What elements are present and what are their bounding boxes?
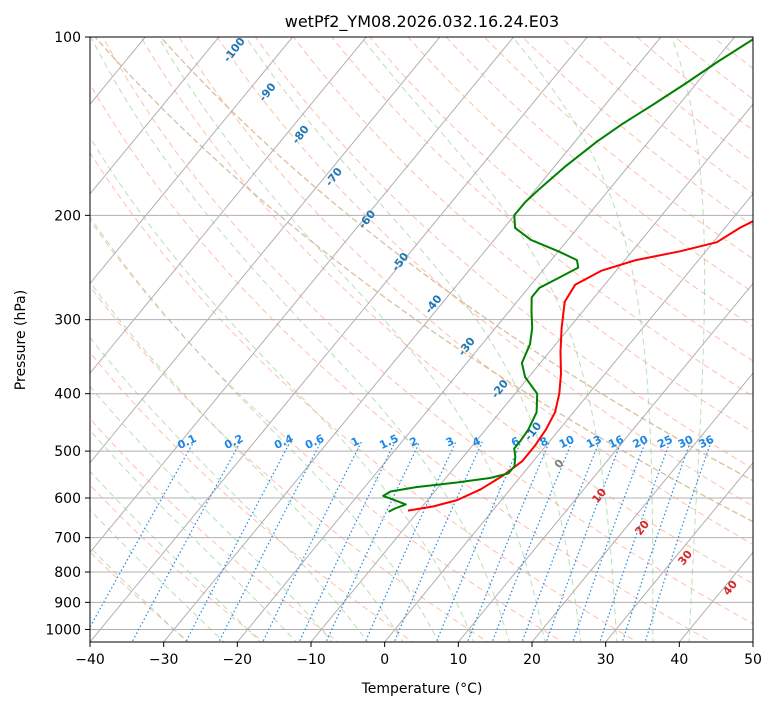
dry-adiabat (216, 37, 753, 507)
mixing-ratio-line (262, 441, 363, 642)
mixing-ratio-line (364, 441, 457, 642)
dry-adiabat (178, 37, 753, 546)
dry-adiabat (90, 417, 340, 642)
mixing-ratio-label: 36 (697, 433, 717, 451)
x-axis-title: Temperature (°C) (361, 681, 483, 697)
y-tick-label: 300 (54, 313, 81, 329)
isotherm (236, 37, 736, 642)
moist-adiabat (90, 470, 261, 642)
dry-adiabat (90, 83, 713, 642)
x-tick-label: −10 (296, 652, 326, 668)
dry-adiabat (254, 37, 753, 470)
y-axis: 100 200 300 400 500 600 700 800 900 1000 (45, 30, 90, 638)
mixing-ratio-line (545, 441, 622, 642)
moist-adiabat (90, 429, 297, 642)
dry-adiabat (90, 151, 639, 642)
y-tick-label: 900 (54, 595, 81, 611)
mixing-ratio-line (393, 441, 483, 642)
y-tick-label: 1000 (45, 622, 81, 638)
dry-adiabat (90, 351, 414, 642)
y-tick-label: 600 (54, 491, 81, 507)
dry-adiabat (369, 37, 753, 362)
mixing-ratio-label: 30 (676, 433, 696, 451)
dry-adiabat (331, 37, 753, 397)
isotherm (90, 37, 441, 464)
y-tick-label: 500 (54, 444, 81, 460)
mixing-ratio-line (218, 441, 322, 642)
mixing-ratio-line (491, 441, 573, 642)
profile-series (382, 38, 753, 513)
isotherm (90, 37, 220, 195)
mixing-ratio-label: 10 (557, 433, 577, 451)
isotherm (531, 372, 753, 642)
moist-adiabat (90, 385, 333, 642)
x-tick-label: 40 (670, 652, 688, 668)
x-tick-label: 30 (597, 652, 615, 668)
isotherm (605, 461, 753, 642)
plot-frame (89, 36, 754, 643)
moist-adiabat (90, 546, 189, 642)
moist-adiabat (90, 216, 440, 642)
isotherm (90, 37, 515, 554)
mixing-ratio-line (325, 441, 421, 642)
isotherm (90, 37, 367, 374)
mixing-ratio-label: 16 (606, 433, 626, 451)
dry-adiabat (407, 37, 753, 327)
isotherm (384, 193, 753, 642)
x-tick-label: −20 (223, 652, 253, 668)
dewpoint-profile-line (382, 38, 753, 513)
y-tick-label: 200 (54, 208, 81, 224)
mixing-ratio-line (521, 441, 600, 642)
dry-adiabat (140, 37, 753, 585)
dry-adiabat (90, 219, 564, 642)
temperature-profile-line (407, 220, 753, 512)
mixing-ratio-line (90, 441, 195, 629)
background-lines (90, 37, 753, 642)
chart-title: wetPf2_YM08.2026.032.16.24.E03 (285, 12, 559, 32)
isotherm (457, 282, 753, 642)
mixing-ratio-line (298, 441, 396, 642)
y-tick-label: 700 (54, 531, 81, 547)
mixing-ratio-label: 13 (584, 433, 603, 451)
x-axis: −40 −30 −20 −10 0 10 20 30 40 50 (75, 642, 762, 668)
y-tick-label: 400 (54, 387, 81, 403)
mixing-ratio-label: 20 (631, 433, 651, 451)
dry-adiabat (559, 37, 753, 195)
outer-curve (94, 37, 753, 523)
dry-adiabat (90, 285, 489, 642)
mixing-ratio-label: 25 (655, 433, 674, 451)
x-tick-label: −30 (149, 652, 179, 668)
y-tick-label: 800 (54, 565, 81, 581)
x-tick-label: 20 (523, 652, 541, 668)
dry-adiabat (598, 37, 753, 163)
x-tick-label: 50 (744, 652, 762, 668)
x-tick-label: −40 (75, 652, 105, 668)
moist-adiabat (90, 509, 225, 642)
x-tick-label: 0 (380, 652, 389, 668)
isotherm (163, 37, 662, 642)
y-tick-label: 100 (54, 30, 81, 46)
isotherm (90, 37, 294, 285)
mixing-ratio-line (435, 441, 522, 642)
moist-adiabat (90, 336, 369, 642)
mixing-ratio-line (466, 441, 550, 642)
y-axis-title: Pressure (hPa) (13, 290, 29, 390)
dry-adiabat (292, 37, 753, 433)
isotherm (90, 37, 588, 642)
dry-adiabat (636, 37, 753, 131)
isotherm (310, 103, 753, 642)
x-tick-label: 10 (449, 652, 467, 668)
